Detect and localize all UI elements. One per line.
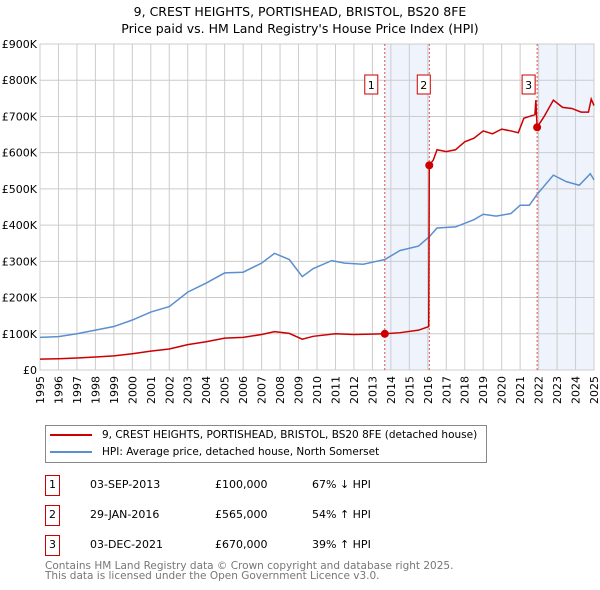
x-tick-label: 2011 [329,376,342,404]
highlight-band [537,44,594,370]
transaction-hpi: 67% ↓ HPI [312,478,371,491]
transaction-date: 29-JAN-2016 [90,508,160,521]
y-tick-label: £400K [2,219,38,232]
chart-subtitle: Price paid vs. HM Land Registry's House … [121,21,479,36]
x-tick-label: 2006 [237,376,250,404]
transaction-number: 3 [45,535,60,556]
x-tick-label: 2017 [440,376,453,404]
x-tick-label: 2021 [514,376,527,404]
plot-frame [39,43,595,371]
x-tick-label: 2020 [496,376,509,404]
x-tick-label: 2005 [219,376,232,404]
x-tick-label: 2023 [551,376,564,404]
x-tick-label: 2018 [459,376,472,404]
y-tick-label: £300K [2,255,38,268]
x-tick-label: 2008 [274,376,287,404]
y-tick-label: £100K [2,328,38,341]
x-tick-label: 1996 [52,376,65,404]
y-tick-label: £500K [2,183,38,196]
x-tick-label: 2000 [126,376,139,404]
marker-label-box [364,74,379,95]
y-tick-label: £800K [2,74,38,87]
y-tick-label: £600K [2,147,38,160]
transaction-row: 3 03-DEC-2021 £670,000 39% ↑ HPI [45,535,465,556]
transaction-date: 03-DEC-2021 [90,538,164,551]
footer-line-2: This data is licensed under the Open Gov… [45,570,380,582]
x-tick-label: 2007 [256,376,269,404]
legend-swatch-property [50,434,92,436]
sale-point [533,123,542,132]
x-tick-label: 2022 [533,376,546,404]
transaction-price: £670,000 [215,538,268,551]
sale-point [425,161,434,170]
transaction-price: £100,000 [215,478,268,491]
price-chart: 1995 1996 1997 1998 1999 2000 2001 2002 2003 2004… [2,38,600,404]
legend-swatch-hpi [50,451,92,453]
x-tick-label: 2002 [163,376,176,404]
x-tick-label: 1999 [108,376,121,404]
marker-label: 1 [368,79,375,92]
y-tick-label: £0 [23,364,37,377]
x-tick-label: 2010 [311,376,324,404]
x-tick-label: 2004 [200,376,213,404]
x-tick-label: 2013 [366,376,379,404]
transaction-row: 1 03-SEP-2013 £100,000 67% ↓ HPI [45,475,465,496]
transaction-date: 03-SEP-2013 [90,478,161,491]
hpi-line [39,172,595,339]
x-tick-label: 2012 [348,376,361,404]
marker-label-box [521,74,536,95]
chart-title: 9, CREST HEIGHTS, PORTISHEAD, BRISTOL, B… [133,4,467,19]
legend-label-property: 9, CREST HEIGHTS, PORTISHEAD, BRISTOL, B… [102,429,478,441]
marker-label: 2 [420,79,427,92]
footer-line-1: Contains HM Land Registry data © Crown c… [45,560,454,572]
x-tick-label: 1997 [71,376,84,404]
transaction-hpi: 54% ↑ HPI [312,508,371,521]
x-tick-label: 2014 [385,376,398,404]
x-tick-label: 2016 [422,376,435,404]
y-tick-label: £200K [2,292,38,305]
transaction-number: 1 [45,475,60,496]
y-tick-label: £900K [2,38,38,51]
x-tick-label: 2003 [182,376,195,404]
marker-label-box [416,74,431,95]
highlight-band [384,44,430,370]
x-tick-label: 2015 [403,376,416,404]
sale-point [380,329,389,338]
x-tick-label: 2019 [477,376,490,404]
transaction-hpi: 39% ↑ HPI [312,538,371,551]
transaction-price: £565,000 [215,508,268,521]
legend: 9, CREST HEIGHTS, PORTISHEAD, BRISTOL, B… [45,425,487,463]
marker-label: 3 [525,79,532,92]
x-tick-label: 2025 [588,376,600,404]
footer: Contains HM Land Registry data © Crown c… [45,560,454,582]
x-tick-label: 2009 [293,376,306,404]
x-tick-label: 1995 [34,376,47,404]
legend-label-hpi: HPI: Average price, detached house, Nort… [102,446,380,458]
x-tick-label: 1998 [89,376,102,404]
y-tick-label: £700K [2,110,38,123]
transaction-row: 2 29-JAN-2016 £565,000 54% ↑ HPI [45,505,465,526]
transaction-number: 2 [45,505,60,526]
x-tick-label: 2024 [570,376,583,404]
x-tick-label: 2001 [145,376,158,404]
